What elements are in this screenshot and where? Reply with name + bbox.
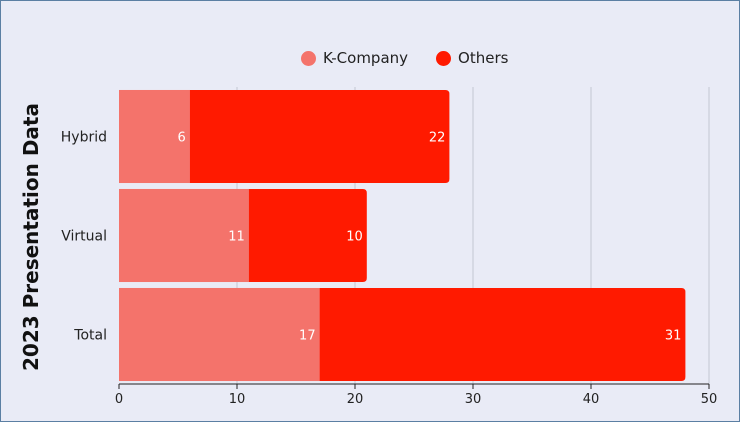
x-tick-label: 30 xyxy=(465,392,482,407)
legend-item-others: Others xyxy=(436,49,508,67)
data-label: 22 xyxy=(429,131,446,146)
x-tick-label: 50 xyxy=(701,392,718,407)
category-label: Total xyxy=(73,328,107,344)
bar-others-hybrid xyxy=(189,89,450,184)
bar-k-company-virtual xyxy=(119,188,249,283)
x-tick-label: 40 xyxy=(583,392,600,407)
category-label: Virtual xyxy=(61,229,107,245)
data-label: 17 xyxy=(299,329,316,344)
x-tick-label: 10 xyxy=(229,392,246,407)
bar-others-total xyxy=(319,287,686,382)
data-label: 31 xyxy=(665,329,682,344)
bar-others-virtual xyxy=(248,188,367,283)
legend-label-others: Others xyxy=(458,49,509,67)
legend: K-Company Others xyxy=(301,49,536,67)
legend-item-k-company: K-Company xyxy=(301,49,408,67)
legend-swatch-k-company xyxy=(301,50,316,66)
x-tick-label: 20 xyxy=(347,392,364,407)
data-label: 10 xyxy=(346,230,363,245)
data-label: 6 xyxy=(178,131,186,146)
category-label: Hybrid xyxy=(61,130,107,146)
bar-k-company-total xyxy=(119,287,320,382)
legend-swatch-others xyxy=(436,50,452,66)
legend-label-k-company: K-Company xyxy=(323,49,409,67)
data-label: 11 xyxy=(228,230,245,245)
bar-k-company-hybrid xyxy=(119,89,190,184)
x-tick-label: 0 xyxy=(115,392,123,407)
